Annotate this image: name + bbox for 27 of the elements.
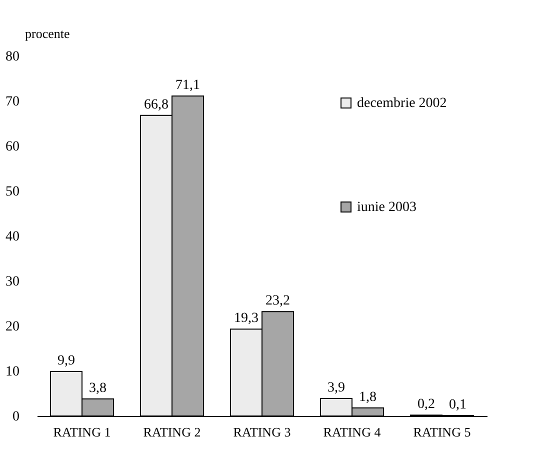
x-tick-label: RATING 5	[413, 424, 471, 440]
data-label: 19,3	[234, 311, 258, 326]
y-tick-label: 20	[6, 320, 20, 334]
y-tick-label: 70	[6, 94, 20, 110]
legend-label: decembrie 2002	[357, 96, 447, 111]
x-tick-label: RATING 1	[53, 424, 111, 440]
y-tick-label: 10	[6, 364, 20, 380]
data-label: 1,8	[359, 390, 376, 405]
data-label: 0,2	[418, 397, 435, 412]
data-label: 3,9	[328, 380, 345, 396]
y-tick-label: 40	[6, 230, 20, 244]
data-label: 9,9	[58, 353, 75, 368]
legend-label: iunie 2003	[357, 200, 416, 215]
y-axis-title: procente	[25, 26, 70, 41]
data-label: 71,1	[176, 78, 200, 94]
data-label: 3,8	[89, 380, 106, 396]
x-tick-label: RATING 3	[233, 424, 291, 440]
data-label: 0,1	[449, 398, 466, 413]
x-tick-label: RATING 2	[143, 424, 201, 440]
y-tick-label: 0	[12, 410, 20, 424]
y-tick-label: 30	[6, 274, 20, 290]
y-tick-label: 80	[6, 50, 20, 64]
data-label: 66,8	[144, 97, 168, 112]
y-tick-label: 60	[6, 140, 20, 154]
x-tick-label: RATING 4	[323, 424, 382, 440]
data-label: 23,2	[266, 294, 290, 309]
y-tick-label: 50	[6, 184, 20, 200]
